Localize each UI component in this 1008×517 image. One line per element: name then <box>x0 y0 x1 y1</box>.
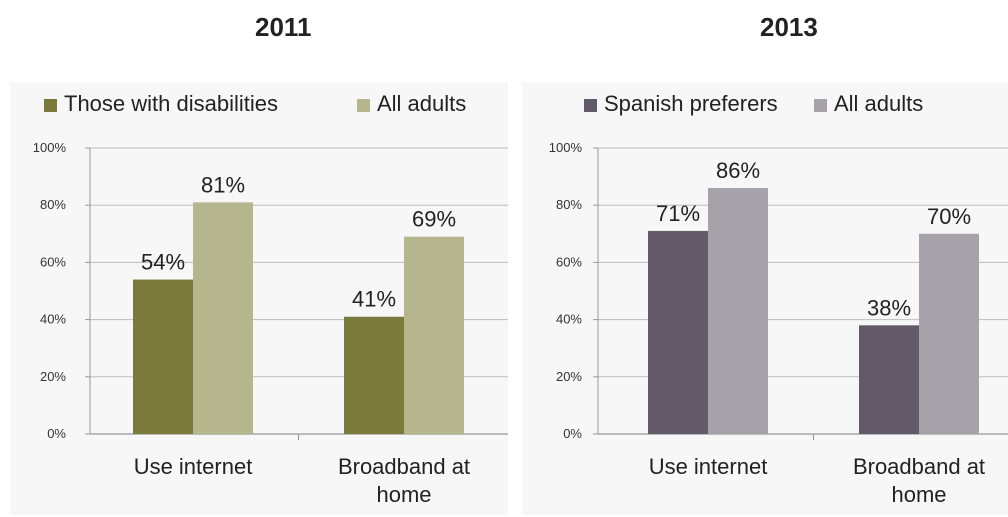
data-label-2013: 86% <box>716 158 760 183</box>
y-tick-label-2013: 60% <box>556 254 582 269</box>
x-category-label-2013: home <box>891 482 946 507</box>
y-tick-label-2013: 20% <box>556 369 582 384</box>
data-label-2011: 81% <box>201 172 245 197</box>
chart-title-2011: 2011 <box>255 12 312 42</box>
y-tick-label-2011: 80% <box>40 197 66 212</box>
x-category-label-2011: Use internet <box>134 454 253 479</box>
legend-swatch-2013 <box>814 99 827 112</box>
data-label-2013: 38% <box>867 295 911 320</box>
x-category-label-2011: Broadband at <box>338 454 470 479</box>
y-tick-label-2013: 80% <box>556 197 582 212</box>
legend-label-2013: Spanish preferers <box>604 91 778 116</box>
bar-2013-s0-c1 <box>859 325 919 434</box>
x-category-label-2011: home <box>376 482 431 507</box>
data-label-2013: 71% <box>656 201 700 226</box>
legend-swatch-2011 <box>357 99 370 112</box>
data-label-2011: 54% <box>141 250 185 275</box>
bar-2013-s1-c1 <box>919 233 979 434</box>
y-tick-label-2013: 0% <box>563 426 582 441</box>
legend-label-2011: All adults <box>377 91 466 116</box>
y-tick-label-2013: 100% <box>549 140 583 155</box>
bar-2011-s0-c1 <box>344 316 404 434</box>
y-tick-label-2011: 0% <box>47 426 66 441</box>
legend-label-2013: All adults <box>834 91 923 116</box>
y-tick-label-2011: 100% <box>33 140 67 155</box>
legend-swatch-2011 <box>44 99 57 112</box>
y-tick-label-2011: 60% <box>40 254 66 269</box>
y-tick-label-2011: 20% <box>40 369 66 384</box>
chart-title-2013: 2013 <box>760 12 818 42</box>
legend-label-2011: Those with disabilities <box>64 91 278 116</box>
bar-2011-s0-c0 <box>133 279 193 434</box>
x-category-label-2013: Use internet <box>649 454 768 479</box>
bar-2011-s1-c0 <box>193 202 253 434</box>
legend-swatch-2013 <box>584 99 597 112</box>
data-label-2011: 69% <box>412 207 456 232</box>
bar-2011-s1-c1 <box>404 236 464 434</box>
x-category-label-2013: Broadband at <box>853 454 985 479</box>
data-label-2013: 70% <box>927 204 971 229</box>
y-tick-label-2011: 40% <box>40 312 66 327</box>
bar-2013-s0-c0 <box>648 230 708 434</box>
y-tick-label-2013: 40% <box>556 312 582 327</box>
data-label-2011: 41% <box>352 287 396 312</box>
bar-2013-s1-c0 <box>708 188 768 434</box>
